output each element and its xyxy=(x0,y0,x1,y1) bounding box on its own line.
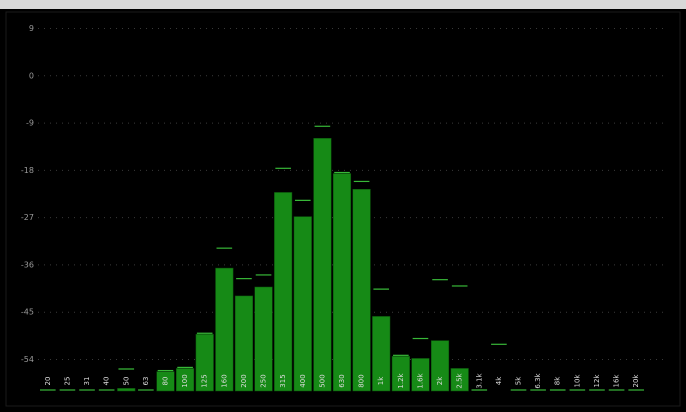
x-tick-label: 315 xyxy=(279,374,287,387)
x-tick-label: 3.1k xyxy=(475,372,483,388)
y-tick-label: -45 xyxy=(21,308,34,317)
x-tick-label: 400 xyxy=(299,374,307,387)
x-tick-label: 2k xyxy=(436,376,444,385)
bar xyxy=(391,356,410,392)
x-tick-label: 800 xyxy=(358,374,366,387)
x-tick-label: 50 xyxy=(122,377,130,386)
bar xyxy=(215,267,234,392)
x-tick-label: 1k xyxy=(377,376,385,385)
x-tick-label: 2.5k xyxy=(456,372,464,388)
x-tick-label: 40 xyxy=(103,377,111,386)
x-tick-label: 200 xyxy=(240,374,248,387)
y-tick-label: -9 xyxy=(26,119,34,128)
y-tick-label: 9 xyxy=(29,24,34,33)
bar xyxy=(332,173,352,392)
bar xyxy=(372,316,391,392)
bar xyxy=(431,340,450,392)
x-tick-label: 8k xyxy=(554,376,562,385)
x-tick-label: 5k xyxy=(515,376,523,385)
x-tick-label: 16k xyxy=(613,374,621,388)
x-tick-label: 20 xyxy=(44,377,52,386)
bar xyxy=(313,138,332,392)
x-tick-label: 25 xyxy=(63,377,71,386)
y-tick-label: -27 xyxy=(21,213,34,222)
bar xyxy=(352,189,371,392)
bar xyxy=(254,286,273,392)
x-tick-label: 10k xyxy=(573,374,581,388)
x-tick-label: 160 xyxy=(220,374,228,387)
x-tick-label: 250 xyxy=(260,374,268,387)
bar xyxy=(293,216,312,392)
x-tick-label: 500 xyxy=(318,374,326,387)
y-tick-label: 0 xyxy=(29,71,34,80)
x-tick-label: 630 xyxy=(338,374,346,387)
x-tick-label: 6.3k xyxy=(534,372,542,388)
bar xyxy=(156,371,175,392)
bar xyxy=(411,358,430,392)
x-tick-label: 100 xyxy=(181,374,189,387)
window-top-bar xyxy=(0,0,686,9)
y-tick-label: -18 xyxy=(21,166,34,175)
x-tick-label: 4k xyxy=(495,376,503,385)
bar xyxy=(117,388,136,392)
x-tick-label: 80 xyxy=(161,377,169,386)
bar xyxy=(450,368,469,392)
bar xyxy=(176,368,195,392)
bar xyxy=(274,192,293,392)
x-tick-label: 1.2k xyxy=(397,372,405,388)
x-tick-label: 1.6k xyxy=(416,372,424,388)
y-tick-label: -54 xyxy=(21,355,34,364)
x-tick-label: 12k xyxy=(593,374,601,388)
x-tick-label: 63 xyxy=(142,377,150,386)
x-tick-label: 20k xyxy=(632,374,640,388)
bar xyxy=(234,295,253,392)
y-tick-label: -36 xyxy=(21,260,34,269)
x-tick-label: 31 xyxy=(83,377,91,386)
bar xyxy=(195,334,214,392)
x-tick-label: 125 xyxy=(201,374,209,387)
